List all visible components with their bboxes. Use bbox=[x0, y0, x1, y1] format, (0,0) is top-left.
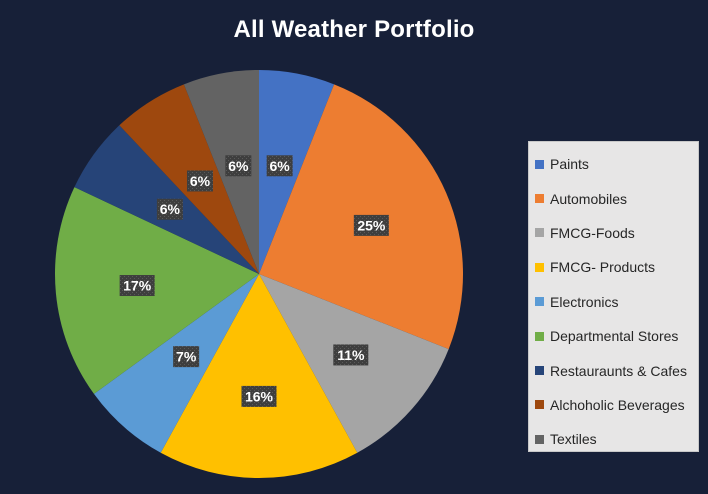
legend-swatch bbox=[535, 159, 544, 169]
svg-text:6%: 6% bbox=[160, 201, 181, 217]
legend-item-alchoholic-beverages: Alchoholic Beverages bbox=[529, 388, 698, 422]
pie-slice-textiles bbox=[183, 70, 259, 274]
svg-text:25%: 25% bbox=[357, 217, 386, 233]
legend-swatch bbox=[535, 366, 544, 376]
legend-label: FMCG-Foods bbox=[550, 224, 635, 241]
legend-swatch bbox=[535, 262, 544, 272]
legend-item-fmcg-foods: FMCG-Foods bbox=[529, 216, 698, 250]
svg-text:6%: 6% bbox=[228, 158, 249, 174]
pie-slice-paints bbox=[259, 70, 335, 274]
data-label-paints: 6% bbox=[266, 155, 293, 177]
data-label-fmcg-foods: 11% bbox=[333, 344, 369, 366]
svg-text:11%: 11% bbox=[337, 347, 365, 363]
svg-text:6%: 6% bbox=[270, 158, 291, 174]
legend-item-restauraunts-cafes: Restauraunts & Cafes bbox=[529, 353, 698, 387]
legend-item-electronics: Electronics bbox=[529, 285, 698, 319]
legend: Paints Automobiles FMCG-Foods FMCG- Product… bbox=[528, 141, 699, 452]
data-label-alchoholic-beverages: 6% bbox=[186, 170, 213, 192]
legend-label: Paints bbox=[550, 156, 589, 173]
legend-item-textiles: Textiles bbox=[529, 422, 698, 456]
legend-item-paints: Paints bbox=[529, 147, 698, 181]
data-label-electronics: 7% bbox=[173, 346, 200, 368]
svg-text:6%: 6% bbox=[190, 173, 211, 189]
legend-swatch bbox=[535, 400, 544, 410]
svg-text:16%: 16% bbox=[245, 388, 274, 404]
legend-label: Automobiles bbox=[550, 190, 628, 207]
legend-label: Restauraunts & Cafes bbox=[550, 362, 687, 379]
svg-text:7%: 7% bbox=[176, 349, 197, 365]
data-label-restauraunts-cafes: 6% bbox=[156, 198, 183, 220]
data-label-fmcg-products: 16% bbox=[241, 385, 277, 407]
svg-text:17%: 17% bbox=[123, 278, 152, 294]
legend-item-departmental-stores: Departmental Stores bbox=[529, 319, 698, 353]
data-label-departmental-stores: 17% bbox=[119, 275, 155, 297]
legend-swatch bbox=[535, 228, 544, 238]
legend-label: Departmental Stores bbox=[550, 328, 679, 345]
legend-swatch bbox=[535, 331, 544, 341]
legend-label: Textiles bbox=[550, 431, 597, 448]
legend-swatch bbox=[535, 194, 544, 204]
data-label-automobiles: 25% bbox=[353, 214, 389, 236]
legend-item-automobiles: Automobiles bbox=[529, 181, 698, 215]
legend-label: Alchoholic Beverages bbox=[550, 396, 685, 413]
legend-item-fmcg-products: FMCG- Products bbox=[529, 250, 698, 284]
legend-label: FMCG- Products bbox=[550, 259, 656, 276]
pie-slice-fmcg-products bbox=[160, 274, 358, 478]
data-label-textiles: 6% bbox=[225, 155, 252, 177]
legend-label: Electronics bbox=[550, 293, 619, 310]
pie-slice-departmental-stores bbox=[55, 187, 260, 394]
chart-title: All Weather Portfolio bbox=[233, 16, 475, 43]
legend-swatch bbox=[535, 434, 544, 444]
legend-swatch bbox=[535, 297, 544, 307]
